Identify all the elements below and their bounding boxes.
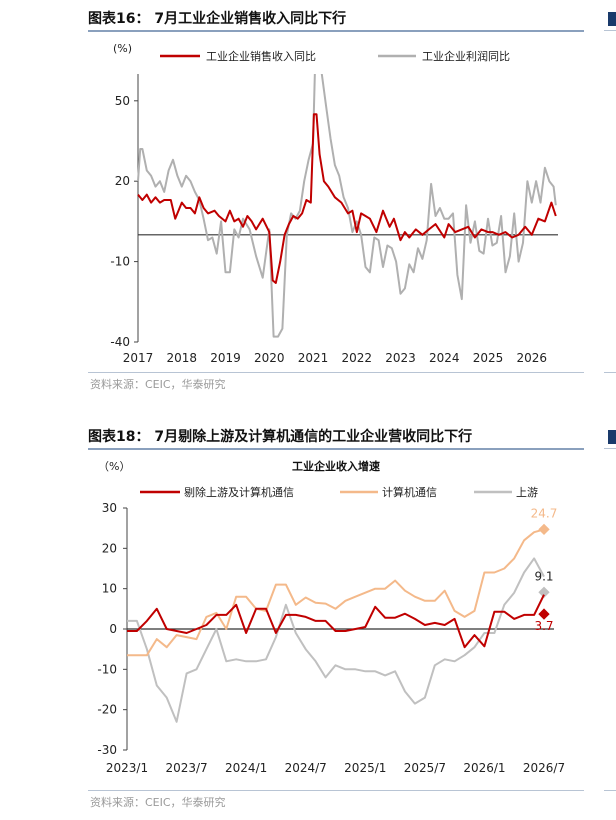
chart2-svg: 工业企业收入增速 （%） 剔除上游及计算机通信 计算机通信 上游 30 20 10 0… bbox=[97, 459, 565, 775]
y-tick-label: -40 bbox=[110, 335, 130, 349]
y-tick-label: -10 bbox=[110, 255, 130, 269]
right-edge-marker bbox=[608, 12, 616, 26]
figure1-title: 图表16： 7月工业企业销售收入同比下行 bbox=[88, 11, 347, 27]
chart2-title: 工业企业收入增速 bbox=[292, 459, 380, 473]
y-tick-label: 0 bbox=[109, 622, 117, 636]
x-tick-label: 2020 bbox=[254, 351, 285, 365]
legend2-ex-label: 剔除上游及计算机通信 bbox=[184, 485, 294, 499]
chart1-svg: 工业企业销售收入同比 工业企业利润同比 (%) 50 20 -10 -40 2017 20… bbox=[110, 42, 558, 365]
y-tick-label: 30 bbox=[102, 501, 117, 515]
chart2-legend: 剔除上游及计算机通信 计算机通信 上游 bbox=[140, 485, 538, 499]
end-value-label: 9.1 bbox=[534, 569, 553, 583]
end-value-label: 24.7 bbox=[531, 506, 558, 520]
x-tick-label: 2024 bbox=[429, 351, 460, 365]
chart2-axes: 30 20 10 0 -10 -20 -30 2023/1 2023/7 2024/1 2024/7… bbox=[97, 501, 565, 775]
right-edge-rule-4 bbox=[604, 790, 616, 791]
legend2-comp-label: 计算机通信 bbox=[382, 485, 437, 499]
series-line-excluding bbox=[127, 594, 545, 649]
figure2-source: 资料来源：CEIC，华泰研究 bbox=[90, 796, 226, 809]
x-tick-label: 2026/1 bbox=[463, 761, 505, 775]
series-line-profit bbox=[137, 74, 557, 338]
figure1-source-rule bbox=[88, 372, 584, 373]
figure1-source: 资料来源：CEIC，华泰研究 bbox=[90, 378, 226, 391]
series-line-computer bbox=[127, 528, 545, 657]
x-tick-label: 2018 bbox=[166, 351, 197, 365]
chart2-series: 9.1 24.7 3.7 bbox=[127, 506, 558, 723]
right-edge-rule bbox=[604, 30, 616, 31]
right-edge-rule-3 bbox=[604, 448, 616, 449]
x-tick-label: 2024/1 bbox=[225, 761, 267, 775]
x-tick-label: 2025/1 bbox=[344, 761, 386, 775]
y-tick-label: -10 bbox=[97, 662, 117, 676]
series-line-sales bbox=[137, 113, 557, 284]
legend2-up-label: 上游 bbox=[516, 486, 538, 499]
right-edge-rule-2 bbox=[604, 372, 616, 373]
y-tick-label: 20 bbox=[102, 541, 117, 555]
x-tick-label: 2024/7 bbox=[285, 761, 327, 775]
x-tick-label: 2025 bbox=[473, 351, 504, 365]
x-tick-label: 2017 bbox=[123, 351, 154, 365]
chart2-y-unit: （%） bbox=[98, 460, 130, 473]
y-tick-label: 50 bbox=[115, 94, 130, 108]
chart1-y-unit: (%) bbox=[113, 42, 132, 55]
chart1-legend: 工业企业销售收入同比 工业企业利润同比 bbox=[160, 49, 510, 63]
figure2-source-rule bbox=[88, 790, 584, 791]
y-tick-label: -30 bbox=[97, 743, 117, 757]
y-tick-label: -20 bbox=[97, 703, 117, 717]
x-tick-label: 2023/7 bbox=[165, 761, 207, 775]
x-tick-label: 2025/7 bbox=[404, 761, 446, 775]
x-tick-label: 2026 bbox=[516, 351, 547, 365]
chart1-axes: 50 20 -10 -40 2017 2018 2019 2020 2021 2022 2023 20… bbox=[110, 74, 558, 365]
y-tick-label: 20 bbox=[115, 174, 130, 188]
x-tick-label: 2023/1 bbox=[106, 761, 148, 775]
x-tick-label: 2023 bbox=[385, 351, 416, 365]
x-tick-label: 2021 bbox=[298, 351, 329, 365]
end-marker bbox=[538, 586, 550, 598]
x-tick-label: 2019 bbox=[210, 351, 241, 365]
series-line-upstream bbox=[127, 557, 545, 723]
chart1-series bbox=[137, 74, 557, 338]
right-edge-marker-2 bbox=[608, 430, 616, 444]
legend1-sales-label: 工业企业销售收入同比 bbox=[206, 49, 316, 63]
end-marker bbox=[538, 608, 550, 620]
figure2-title: 图表18： 7月剔除上游及计算机通信的工业企业营收同比下行 bbox=[88, 429, 473, 445]
figure1-title-rule bbox=[88, 30, 584, 32]
figure2-title-rule bbox=[88, 448, 584, 450]
end-value-label: 3.7 bbox=[534, 619, 553, 633]
x-tick-label: 2022 bbox=[341, 351, 372, 365]
y-tick-label: 10 bbox=[102, 582, 117, 596]
legend1-profit-label: 工业企业利润同比 bbox=[422, 49, 510, 63]
x-tick-label: 2026/7 bbox=[523, 761, 565, 775]
end-marker bbox=[538, 523, 550, 536]
